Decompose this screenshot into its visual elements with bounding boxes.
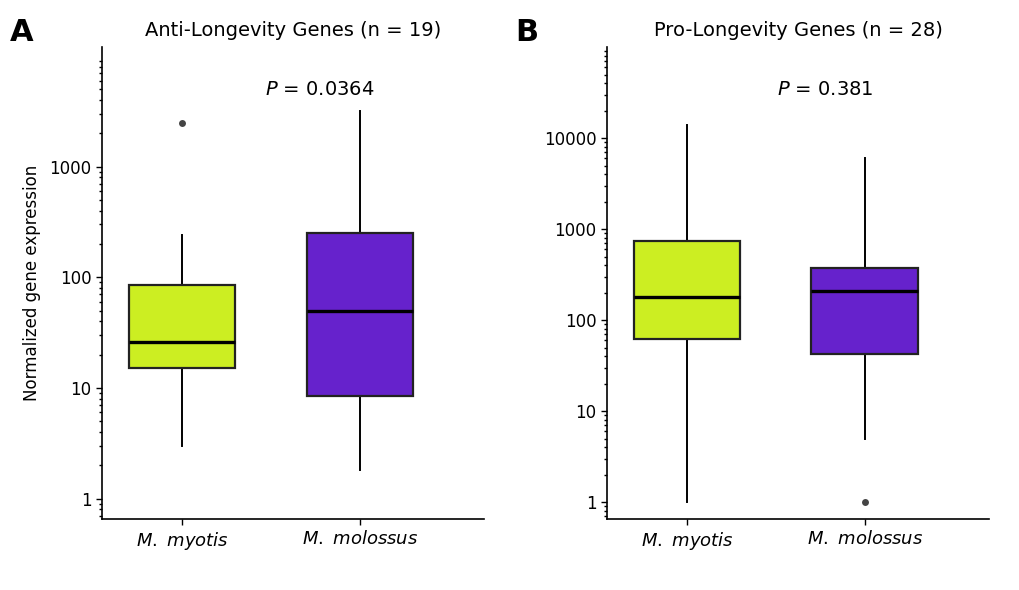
- Y-axis label: Normalized gene expression: Normalized gene expression: [23, 165, 41, 401]
- Bar: [307, 233, 413, 396]
- Title: Anti-Longevity Genes (n = 19): Anti-Longevity Genes (n = 19): [145, 21, 441, 40]
- Text: $\mathit{P}$ = 0.381: $\mathit{P}$ = 0.381: [775, 80, 872, 99]
- Bar: [633, 241, 740, 339]
- Text: $\mathit{P}$ = 0.0364: $\mathit{P}$ = 0.0364: [265, 80, 374, 99]
- Title: Pro-Longevity Genes (n = 28): Pro-Longevity Genes (n = 28): [653, 21, 942, 40]
- Text: A: A: [10, 18, 34, 47]
- Bar: [811, 268, 917, 355]
- Text: B: B: [515, 18, 538, 47]
- Bar: [128, 285, 235, 368]
